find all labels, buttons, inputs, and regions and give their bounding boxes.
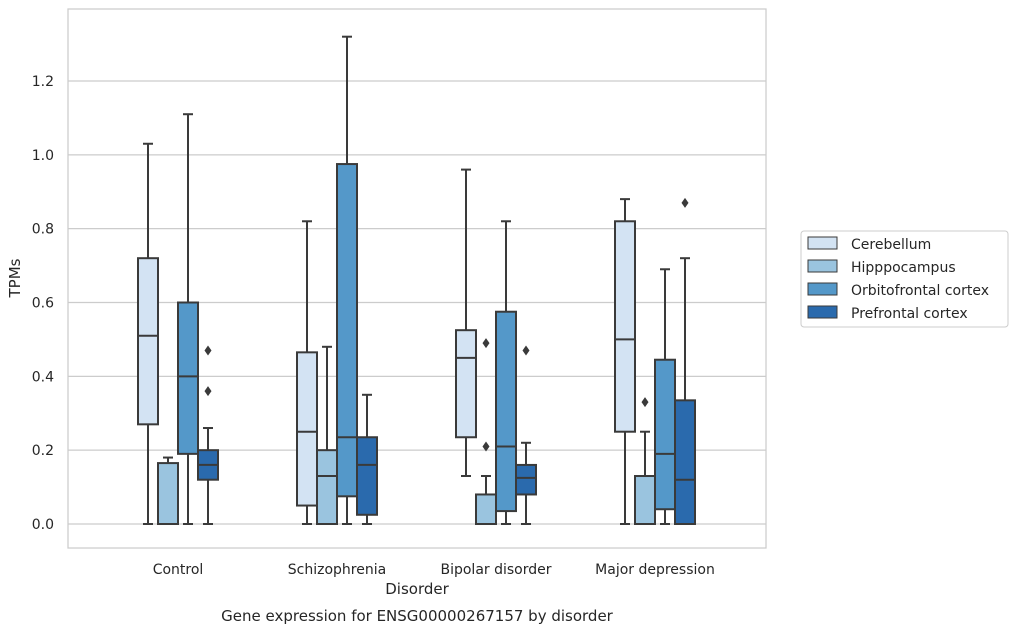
y-tick-label: 0.6 bbox=[32, 295, 54, 311]
outlier-point bbox=[482, 338, 490, 349]
box-group bbox=[157, 456, 179, 526]
box-group bbox=[455, 168, 477, 478]
y-tick-label: 0.4 bbox=[32, 369, 54, 385]
box-group bbox=[296, 220, 318, 526]
y-axis-ticks: 0.0 0.2 0.4 0.6 0.8 1.0 1.2 bbox=[32, 74, 54, 533]
outlier-point bbox=[641, 397, 649, 408]
box-iqr bbox=[634, 475, 656, 526]
box-group bbox=[197, 345, 219, 526]
box-group bbox=[356, 393, 378, 526]
outlier-point bbox=[681, 197, 689, 208]
y-tick-label: 1.0 bbox=[32, 148, 54, 164]
box-group bbox=[614, 198, 636, 526]
legend-frame bbox=[800, 230, 1009, 328]
y-tick-label: 1.2 bbox=[32, 74, 54, 90]
legend-entry-label: Hipppocampus bbox=[851, 260, 956, 276]
box-group bbox=[316, 345, 338, 526]
legend-entry-label: Prefrontal cortex bbox=[851, 306, 968, 322]
legend: Cerebellum Hipppocampus Orbitofrontal cort… bbox=[800, 230, 1009, 328]
y-tick-label: 0.0 bbox=[32, 517, 54, 533]
outlier-point bbox=[204, 345, 212, 356]
box-group bbox=[515, 345, 537, 526]
box-group bbox=[177, 113, 199, 526]
y-axis-label: TPMs bbox=[6, 258, 24, 298]
outlier-point bbox=[482, 441, 490, 452]
x-axis-ticks: Control Schizophrenia Bipolar disorder Majo… bbox=[153, 562, 715, 578]
box-iqr bbox=[177, 301, 199, 455]
box-iqr bbox=[336, 163, 358, 498]
box-iqr bbox=[515, 463, 537, 496]
box-group bbox=[634, 397, 656, 526]
box-iqr bbox=[654, 358, 676, 511]
y-tick-label: 0.2 bbox=[32, 443, 54, 459]
box-iqr bbox=[674, 399, 696, 526]
x-tick-label: Major depression bbox=[595, 562, 715, 578]
legend-entry-label: Orbitofrontal cortex bbox=[851, 283, 989, 299]
box-iqr bbox=[296, 351, 318, 507]
x-axis-label: Disorder bbox=[385, 580, 449, 598]
legend-entry-label: Cerebellum bbox=[851, 237, 931, 253]
y-tick-label: 0.8 bbox=[32, 222, 54, 238]
box-iqr bbox=[316, 449, 338, 526]
box-group bbox=[654, 268, 676, 526]
legend-swatch bbox=[807, 282, 838, 296]
box-iqr bbox=[495, 310, 517, 513]
legend-swatch bbox=[807, 236, 838, 250]
box-iqr bbox=[356, 436, 378, 516]
box-group bbox=[137, 142, 159, 526]
box-iqr bbox=[137, 257, 159, 426]
x-tick-label: Schizophrenia bbox=[288, 562, 386, 578]
box-group bbox=[674, 197, 696, 526]
box-iqr bbox=[614, 220, 636, 433]
legend-swatch bbox=[807, 305, 838, 319]
outlier-point bbox=[522, 345, 530, 356]
box-series bbox=[137, 35, 696, 526]
box-group bbox=[475, 338, 497, 526]
box-iqr bbox=[157, 462, 179, 526]
x-tick-label: Bipolar disorder bbox=[440, 562, 551, 578]
legend-swatch bbox=[807, 259, 838, 273]
box-iqr bbox=[455, 329, 477, 439]
outlier-point bbox=[204, 386, 212, 397]
box-iqr bbox=[475, 493, 497, 526]
plot-frame bbox=[67, 8, 767, 549]
box-group bbox=[336, 35, 358, 526]
box-group bbox=[495, 220, 517, 526]
x-tick-label: Control bbox=[153, 562, 204, 578]
figure-caption: Gene expression for ENSG00000267157 by d… bbox=[221, 607, 614, 625]
